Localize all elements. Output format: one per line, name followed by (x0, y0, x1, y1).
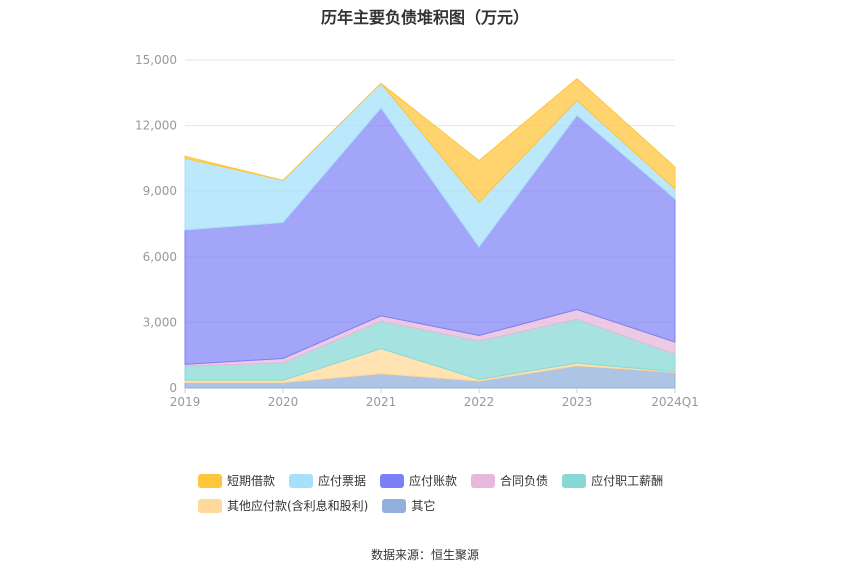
data-source-note: 数据来源：恒生聚源 (370, 548, 479, 562)
chart-title: 历年主要负债堆积图（万元） (320, 8, 529, 27)
x-tick-label: 2023 (562, 395, 593, 409)
legend-label: 应付票据 (318, 474, 367, 488)
y-tick-label: 9,000 (143, 184, 177, 198)
y-tick-label: 15,000 (135, 53, 177, 67)
x-tick-label: 2021 (366, 395, 397, 409)
x-tick-label: 2020 (268, 395, 299, 409)
x-tick-label: 2019 (170, 395, 201, 409)
legend-label: 应付账款 (409, 474, 458, 488)
chart-legend: 短期借款 应付票据 应付账款 合同负债 应付职工薪酬其他应付款(含利息和股利) 其它 (198, 472, 718, 522)
legend-item[interactable]: 应付账款 (380, 472, 457, 489)
area-series-6[interactable] (184, 77, 676, 203)
legend-item[interactable]: 应付职工薪酬 (562, 472, 663, 489)
legend-item[interactable]: 其它 (382, 497, 435, 514)
y-tick-label: 0 (169, 381, 177, 395)
legend-swatch (198, 498, 222, 513)
legend-swatch (382, 498, 407, 513)
x-tick-label: 2024Q1 (651, 395, 699, 409)
legend-item[interactable]: 合同负债 (471, 472, 548, 489)
legend-swatch (289, 473, 314, 488)
y-tick-label: 12,000 (135, 119, 177, 133)
y-tick-label: 3,000 (143, 315, 177, 329)
legend-label: 应付职工薪酬 (591, 474, 664, 488)
legend-item[interactable]: 其他应付款(含利息和股利) (198, 497, 368, 514)
legend-label: 短期借款 (227, 474, 276, 488)
legend-swatch (562, 473, 587, 488)
x-tick-label: 2022 (464, 395, 495, 409)
legend-swatch (380, 473, 405, 488)
legend-item[interactable]: 短期借款 (198, 472, 275, 489)
legend-swatch (471, 473, 496, 488)
legend-label: 其它 (411, 499, 436, 513)
legend-label: 合同负债 (500, 474, 549, 488)
y-tick-label: 6,000 (143, 250, 177, 264)
legend-label: 其他应付款(含利息和股利) (227, 499, 369, 513)
legend-swatch (198, 473, 222, 488)
legend-item[interactable]: 应付票据 (289, 472, 366, 489)
